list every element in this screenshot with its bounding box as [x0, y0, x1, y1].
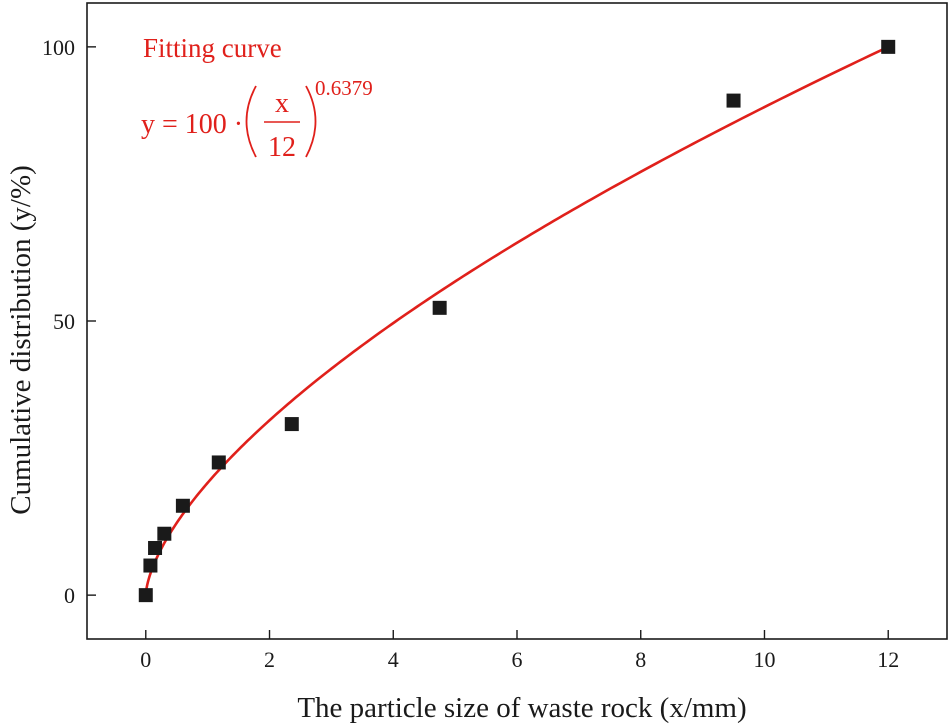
x-tick-label: 2: [264, 647, 275, 672]
x-tick-label: 8: [635, 647, 646, 672]
y-tick-label: 50: [53, 309, 75, 334]
y-tick-label: 100: [42, 35, 75, 60]
y-axis-title: Cumulative distribution (y/%): [5, 165, 37, 515]
ticks: [87, 46, 889, 639]
x-tick-label: 0: [140, 647, 151, 672]
formula-lhs: y = 100 ·: [141, 109, 243, 140]
fitting-curve: [144, 45, 889, 596]
data-point: [284, 417, 299, 432]
legend-label: Fitting curve: [143, 33, 282, 63]
tick-labels: 0 2 4 6 8 10 12 0 50 100: [42, 35, 899, 672]
data-point: [211, 455, 226, 470]
formula-right-paren: [305, 85, 317, 158]
data-point: [881, 39, 896, 54]
data-point: [143, 558, 158, 573]
legend: Fitting curve y = 100 · x 12 0.6379: [141, 33, 373, 163]
formula-denominator: 12: [268, 132, 296, 163]
formula-left-paren: [245, 85, 257, 158]
data-points: [138, 39, 896, 603]
data-point: [726, 93, 741, 108]
data-point: [157, 526, 172, 541]
formula-exponent: 0.6379: [315, 76, 373, 100]
data-point: [175, 498, 190, 513]
x-tick-label: 12: [877, 647, 899, 672]
x-tick-label: 4: [388, 647, 399, 672]
x-tick-label: 10: [753, 647, 775, 672]
x-axis-title: The particle size of waste rock (x/mm): [297, 692, 746, 724]
plot-frame: [86, 2, 948, 640]
y-tick-label: 0: [64, 583, 75, 608]
formula-numerator: x: [275, 88, 289, 119]
data-point: [148, 540, 163, 555]
data-point: [138, 588, 153, 603]
x-tick-label: 6: [512, 647, 523, 672]
data-point: [432, 300, 447, 315]
